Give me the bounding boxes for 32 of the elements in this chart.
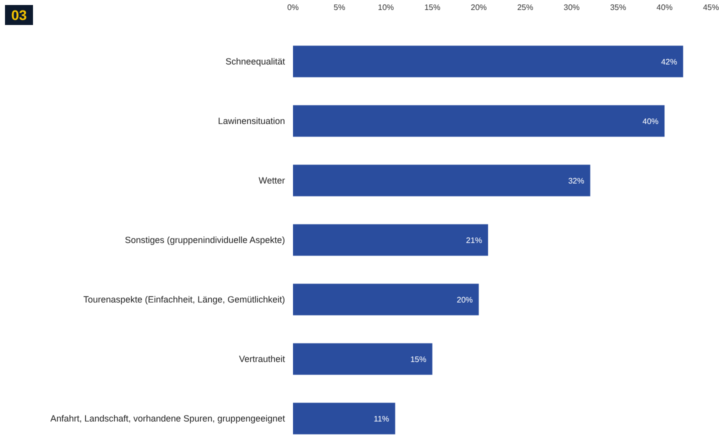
- x-tick-label: 45%: [702, 3, 719, 12]
- bar: [293, 402, 396, 434]
- data-label: 32%: [568, 176, 584, 186]
- text: 03: [11, 7, 27, 24]
- x-tick-label: 0%: [287, 3, 299, 12]
- y-tick-label: Tourenaspekte (Einfachheit, Länge, Gemütlichkeit): [83, 294, 285, 305]
- x-tick-label: 40%: [656, 3, 673, 12]
- y-tick-label: Vertrautheit: [238, 354, 286, 364]
- x-tick-label: 25%: [517, 3, 534, 12]
- data-label: 21%: [466, 236, 482, 245]
- data-label: 20%: [456, 295, 473, 304]
- x-tick-label: 5%: [334, 3, 346, 12]
- bar: [293, 46, 684, 78]
- x-tick-label: 30%: [564, 3, 580, 12]
- data-label: 15%: [410, 354, 426, 364]
- y-tick-label: Sonstiges (gruppenindividuelle Aspekte): [124, 235, 285, 246]
- data-label: 11%: [374, 414, 390, 424]
- x-tick-label: 10%: [378, 3, 394, 12]
- x-tick-label: 35%: [610, 3, 626, 12]
- bar: [293, 343, 432, 375]
- y-tick-label: Wetter: [258, 176, 285, 186]
- data-label: 42%: [661, 57, 678, 66]
- bar: [293, 224, 488, 256]
- bar: [293, 105, 665, 137]
- bar: [293, 164, 590, 196]
- y-tick-label: Schneequalität: [225, 56, 286, 67]
- bar: [293, 284, 479, 316]
- y-tick-label: Lawinensituation: [218, 116, 285, 126]
- y-tick-label: Anfahrt, Landschaft, vorhandene Spuren, gruppengeeignet: [50, 414, 286, 424]
- x-tick-label: 20%: [470, 3, 487, 12]
- data-label: 40%: [642, 116, 659, 126]
- x-tick-label: 15%: [424, 3, 440, 12]
